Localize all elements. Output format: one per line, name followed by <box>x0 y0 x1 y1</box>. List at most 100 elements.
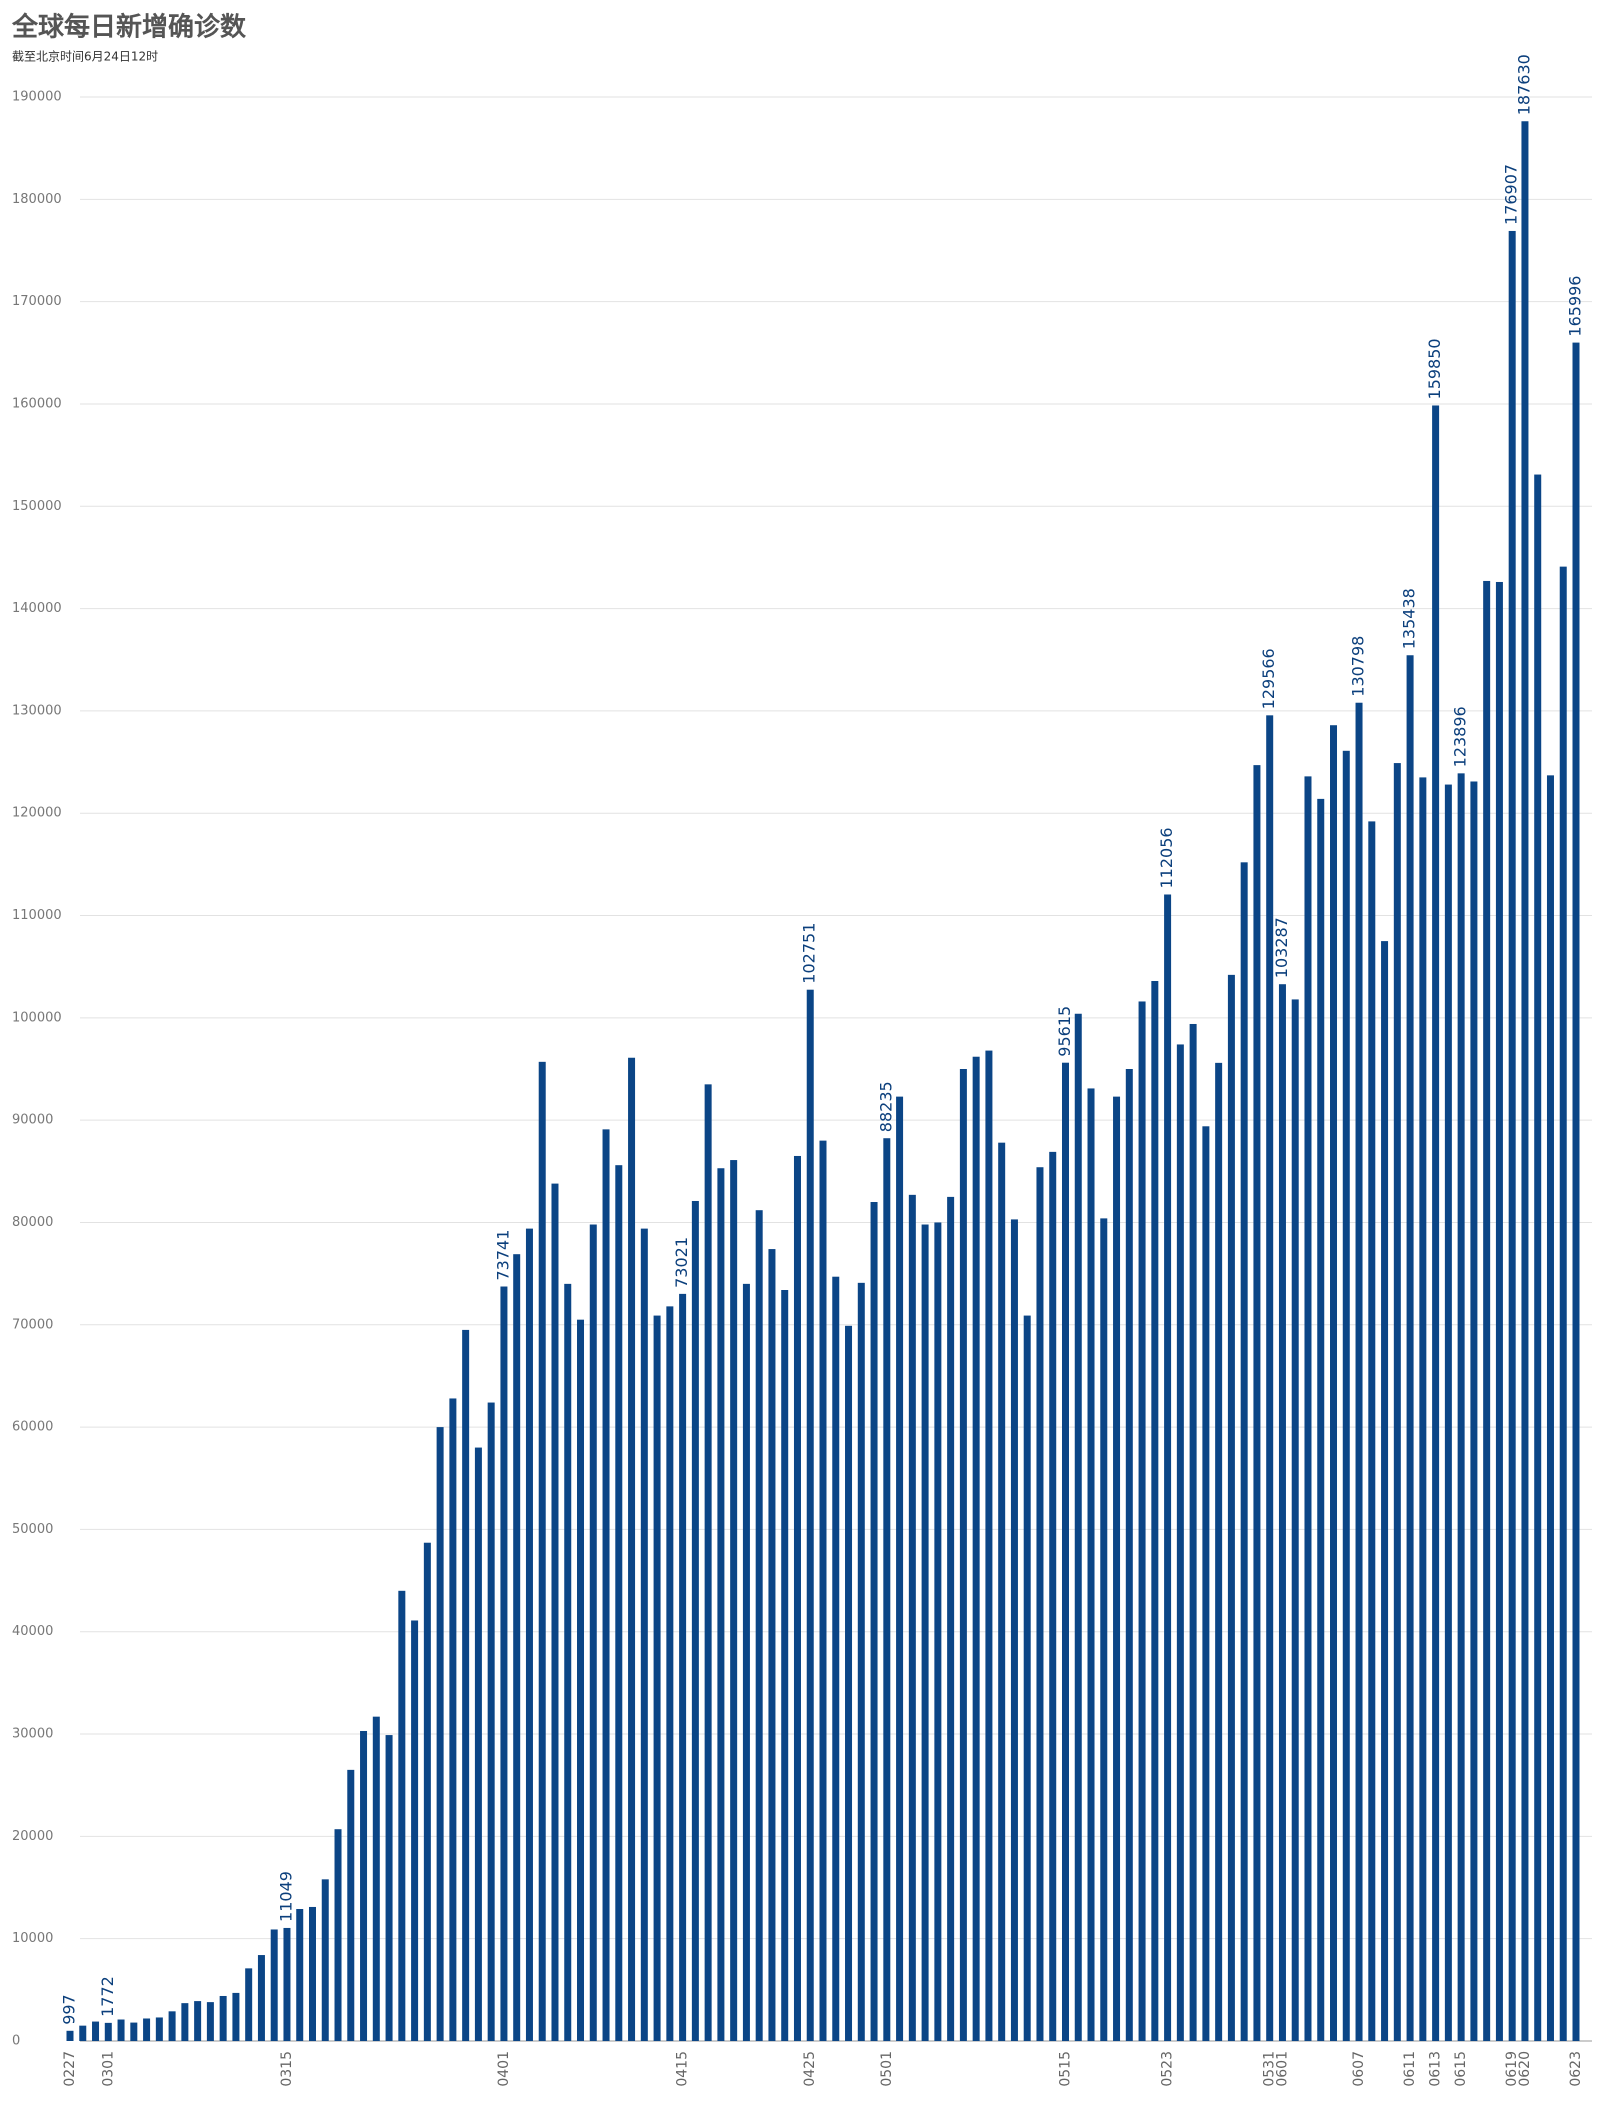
bar <box>79 2025 87 2041</box>
bar <box>1342 750 1350 2042</box>
x-tick-label: 0425 <box>802 2051 818 2087</box>
bar <box>1393 763 1401 2041</box>
value-label: 73741 <box>493 1230 512 1281</box>
y-tick-label: 70000 <box>12 1317 53 1332</box>
bar <box>500 1286 508 2041</box>
bar <box>1125 1069 1133 2041</box>
bar <box>1419 777 1427 2041</box>
value-label: 130798 <box>1349 636 1368 697</box>
bar <box>462 1329 470 2041</box>
y-tick-label: 50000 <box>12 1522 53 1537</box>
bar <box>487 1402 495 2041</box>
bar <box>1278 984 1286 2041</box>
bar <box>857 1282 865 2041</box>
bar <box>1138 1001 1146 2041</box>
bar <box>602 1129 610 2041</box>
bar <box>525 1228 533 2041</box>
bar <box>1113 1096 1121 2041</box>
value-label: 11049 <box>276 1871 295 1922</box>
bar <box>730 1160 738 2041</box>
bar <box>66 2030 74 2041</box>
x-tick-label: 0523 <box>1160 2051 1176 2087</box>
x-tick-label: 0227 <box>62 2051 78 2087</box>
bar <box>1368 821 1376 2042</box>
bar <box>819 1140 827 2041</box>
bar <box>385 1735 393 2041</box>
bar <box>1521 121 1529 2042</box>
bar <box>474 1447 482 2041</box>
value-label: 1772 <box>98 1976 117 2017</box>
bar <box>1100 1218 1108 2041</box>
value-label: 88235 <box>876 1081 895 1132</box>
bar <box>155 2017 163 2041</box>
x-tick-label: 0611 <box>1402 2051 1418 2087</box>
bar <box>321 1879 329 2041</box>
bar <box>1023 1315 1031 2041</box>
bar <box>1355 702 1363 2041</box>
bar <box>985 1050 993 2041</box>
x-tick-label: 0615 <box>1453 2051 1469 2087</box>
value-label: 176907 <box>1502 164 1521 225</box>
bar <box>1253 765 1261 2042</box>
bar <box>232 1992 240 2041</box>
bar <box>181 2003 189 2041</box>
x-tick-label: 0531 <box>1262 2051 1278 2087</box>
bar <box>1559 566 1567 2042</box>
bar <box>551 1183 559 2041</box>
x-tick-label: 0315 <box>279 2051 295 2087</box>
bar <box>1215 1062 1223 2041</box>
y-tick-label: 150000 <box>12 499 62 514</box>
value-label: 73021 <box>672 1237 691 1288</box>
x-tick-label: 0401 <box>496 2051 512 2087</box>
bar <box>959 1069 967 2041</box>
bar <box>640 1228 648 2041</box>
bar <box>1546 775 1554 2041</box>
bar <box>589 1224 597 2041</box>
bar <box>1381 941 1389 2042</box>
y-tick-label: 20000 <box>12 1829 53 1844</box>
bar <box>742 1283 750 2041</box>
y-tick-label: 30000 <box>12 1727 53 1742</box>
bar <box>194 2001 202 2041</box>
x-tick-label: 0415 <box>675 2051 691 2087</box>
bar <box>1189 1023 1197 2041</box>
y-tick-label: 80000 <box>12 1215 53 1230</box>
bar <box>398 1590 406 2041</box>
bar <box>934 1222 942 2041</box>
y-tick-label: 190000 <box>12 90 62 105</box>
bar <box>104 2022 112 2041</box>
bar <box>653 1315 661 2041</box>
bar <box>308 1906 316 2041</box>
bar <box>1036 1167 1044 2041</box>
bar <box>372 1716 380 2041</box>
bar <box>615 1165 623 2041</box>
bar <box>334 1829 342 2041</box>
bar <box>1164 894 1172 2041</box>
value-label: 95615 <box>1055 1006 1074 1057</box>
bar <box>972 1056 980 2041</box>
bar <box>270 1929 278 2041</box>
bar <box>806 989 814 2041</box>
chart-subtitle: 截至北京时间6月24日12时 <box>12 50 158 64</box>
bar <box>1010 1219 1018 2041</box>
bar <box>1227 974 1235 2042</box>
y-tick-label: 170000 <box>12 294 62 309</box>
bar <box>1049 1151 1057 2041</box>
bar <box>666 1306 674 2041</box>
y-tick-label: 0 <box>12 2034 20 2049</box>
bar <box>513 1254 521 2041</box>
y-tick-label: 140000 <box>12 601 62 616</box>
value-label: 159850 <box>1425 338 1444 399</box>
x-tick-label: 0601 <box>1274 2051 1290 2087</box>
bar <box>538 1061 546 2041</box>
bar <box>92 2021 100 2041</box>
x-tick-label: 0620 <box>1517 2051 1533 2087</box>
y-tick-label: 130000 <box>12 703 62 718</box>
bar <box>870 1202 878 2041</box>
bar <box>1304 776 1312 2041</box>
bar <box>793 1155 801 2041</box>
y-tick-label: 40000 <box>12 1624 53 1639</box>
bar <box>1291 999 1299 2041</box>
bar <box>1432 405 1440 2041</box>
